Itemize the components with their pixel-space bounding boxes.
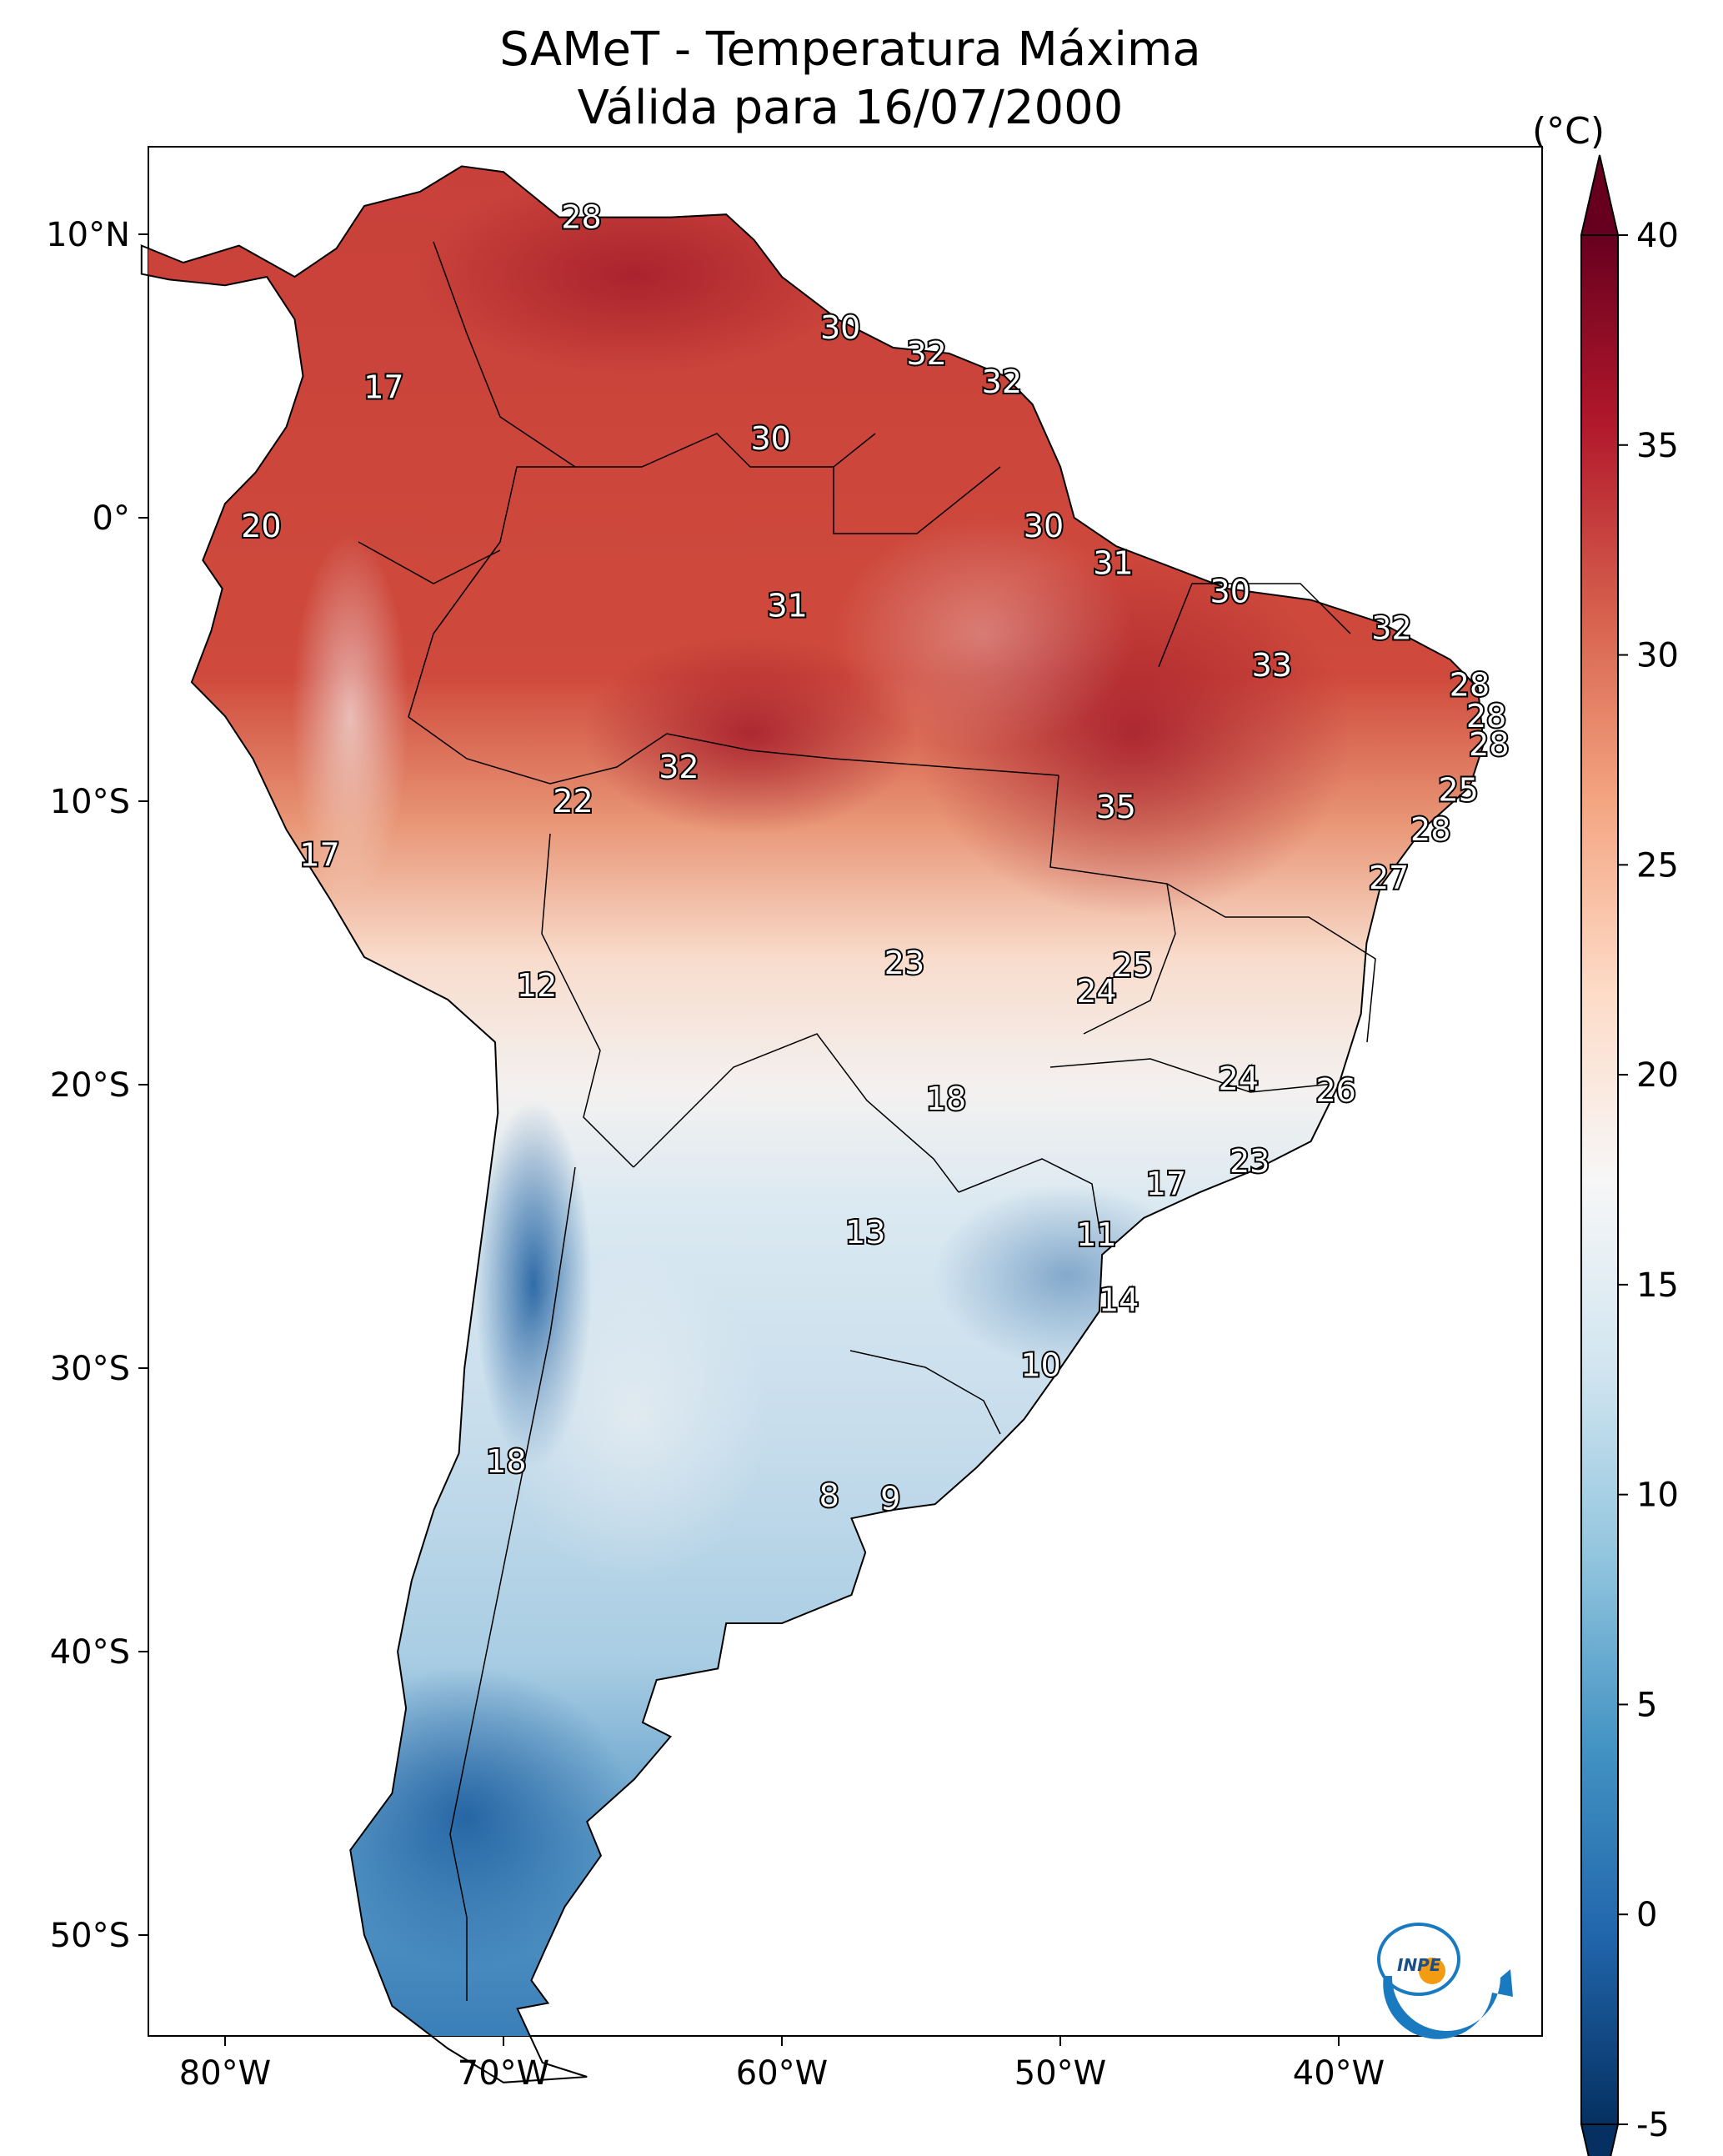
border-southeast-states bbox=[1049, 1058, 1335, 1093]
temperature-label: 24 bbox=[1219, 1060, 1259, 1097]
temperature-label: 28 bbox=[1466, 698, 1506, 735]
temperature-label: 25 bbox=[1113, 947, 1153, 984]
x-tick-label: 70°W bbox=[458, 2054, 549, 2093]
temperature-label: 30 bbox=[820, 309, 860, 346]
border-chile-argentina bbox=[449, 1166, 576, 2001]
border-northeast-states bbox=[1158, 583, 1351, 668]
temperature-label: 32 bbox=[907, 335, 947, 372]
temperature-label: 23 bbox=[1230, 1143, 1270, 1180]
temperature-label: 31 bbox=[768, 587, 808, 624]
colorbar-tick-label: 35 bbox=[1636, 427, 1679, 465]
colorbar-tick-label: 0 bbox=[1636, 1896, 1657, 1934]
x-axis-ticks: 80°W 70°W 60°W 50°W 40°W bbox=[179, 2036, 1385, 2093]
temperature-label: 31 bbox=[1093, 544, 1133, 581]
colorbar-tick-label: 5 bbox=[1636, 1686, 1657, 1724]
logo-arrow-arc bbox=[1383, 1969, 1513, 2039]
logo-sun bbox=[1419, 1958, 1445, 1984]
y-tick-label: 10°S bbox=[50, 783, 130, 821]
colorbar-tick-label: 15 bbox=[1636, 1266, 1679, 1305]
temperature-label: 32 bbox=[982, 364, 1022, 400]
temperature-label: 17 bbox=[299, 837, 339, 874]
temperature-label: 33 bbox=[1252, 647, 1292, 684]
map-title-line-1: SAMeT - Temperatura Máxima bbox=[499, 23, 1201, 77]
border-ecuador bbox=[358, 541, 501, 584]
temperature-label: 22 bbox=[553, 783, 593, 820]
y-axis-ticks: 10°N 0° 10°S 20°S 30°S 40°S 50°S bbox=[46, 216, 148, 1955]
temperature-label: 32 bbox=[1371, 610, 1411, 647]
inpe-logo: INPE bbox=[1377, 1923, 1513, 2039]
y-tick-label: 50°S bbox=[50, 1917, 130, 1955]
temperature-label: 18 bbox=[486, 1443, 526, 1480]
temperature-label: 8 bbox=[819, 1477, 839, 1514]
colorbar-top-extension bbox=[1580, 154, 1620, 236]
colorbar-tick-label: 20 bbox=[1636, 1056, 1679, 1095]
border-guianas bbox=[833, 466, 1001, 534]
border-uruguay bbox=[849, 1350, 1001, 1435]
border-bolivia-chile bbox=[541, 833, 634, 1168]
temperature-label: 30 bbox=[750, 420, 790, 457]
colorbar: 40 35 30 25 20 15 10 5 0 -5 bbox=[1580, 154, 1679, 2156]
temperature-label: 23 bbox=[884, 945, 924, 981]
country-borders bbox=[358, 241, 1376, 2001]
border-east-states bbox=[1166, 883, 1376, 1043]
border-paraguay bbox=[633, 1033, 959, 1193]
temperature-label: 18 bbox=[926, 1081, 966, 1117]
y-tick-label: 40°S bbox=[50, 1633, 130, 1672]
temperature-label: 14 bbox=[1099, 1281, 1139, 1318]
temperature-label: 30 bbox=[1210, 573, 1250, 609]
temperature-label: 32 bbox=[659, 749, 699, 785]
x-tick-label: 40°W bbox=[1293, 2054, 1385, 2093]
y-tick-label: 20°S bbox=[50, 1066, 130, 1105]
temperature-label: 25 bbox=[1438, 771, 1478, 808]
border-colombia-venezuela bbox=[433, 241, 876, 468]
border-colombia-peru bbox=[408, 466, 575, 718]
colorbar-tick-label: 25 bbox=[1636, 846, 1679, 885]
temperature-label: 28 bbox=[561, 199, 601, 236]
colorbar-tick-label: 30 bbox=[1636, 637, 1679, 675]
y-tick-label: 10°N bbox=[46, 216, 130, 254]
temperature-label: 10 bbox=[1020, 1347, 1060, 1384]
temperature-label: 12 bbox=[517, 967, 557, 1004]
colorbar-tick-label: 10 bbox=[1636, 1477, 1679, 1515]
temperature-label: 13 bbox=[845, 1214, 885, 1251]
border-peru-brazil bbox=[408, 716, 1059, 785]
y-tick-label: 30°S bbox=[50, 1350, 130, 1388]
temperature-label: 27 bbox=[1369, 860, 1409, 896]
colorbar-unit-label: (°C) bbox=[1532, 110, 1605, 153]
x-tick-label: 60°W bbox=[736, 2054, 828, 2093]
temperature-label: 26 bbox=[1315, 1072, 1355, 1109]
coastline bbox=[140, 165, 1485, 2083]
temperature-label: 28 bbox=[1469, 726, 1509, 763]
map-title-line-2: Válida para 16/07/2000 bbox=[577, 81, 1124, 135]
temperature-label: 28 bbox=[1410, 811, 1450, 848]
temperature-label: 30 bbox=[1024, 508, 1064, 544]
temperature-label: 24 bbox=[1076, 973, 1116, 1010]
border-brazil-south bbox=[958, 1158, 1101, 1235]
logo-orbit bbox=[1377, 1923, 1460, 1996]
temperature-label: 20 bbox=[241, 508, 281, 544]
temperature-label: 9 bbox=[880, 1480, 900, 1517]
temperature-label: 28 bbox=[1450, 667, 1490, 704]
colorbar-bottom-extension bbox=[1580, 2123, 1620, 2156]
colorbar-tick-label: -5 bbox=[1636, 2106, 1670, 2144]
border-states bbox=[1049, 775, 1176, 1035]
y-tick-label: 0° bbox=[93, 499, 130, 538]
temperature-label: 17 bbox=[363, 369, 403, 406]
logo-text: INPE bbox=[1397, 1955, 1441, 1975]
temperature-label: 35 bbox=[1096, 789, 1136, 825]
x-tick-label: 50°W bbox=[1014, 2054, 1106, 2093]
colorbar-ticks: 40 35 30 25 20 15 10 5 0 -5 bbox=[1618, 217, 1679, 2144]
temperature-label: 11 bbox=[1076, 1216, 1116, 1253]
temperature-label: 17 bbox=[1146, 1166, 1186, 1202]
colorbar-tick-label: 40 bbox=[1636, 217, 1679, 255]
x-tick-label: 80°W bbox=[179, 2054, 271, 2093]
